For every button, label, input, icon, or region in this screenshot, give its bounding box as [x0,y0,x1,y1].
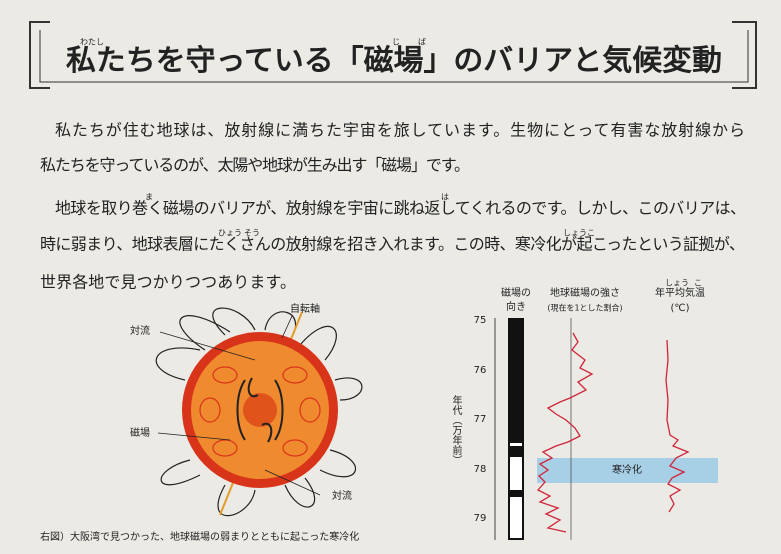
paragraph-line: 時に弱まり、地球表層にたくさんの放射線を招き入れます。この時、寒冷化が起こったと… [40,235,745,254]
furigana: わたし [80,38,104,47]
strength-curve [536,332,594,533]
year-label: 77 [474,414,487,425]
temperature-curve [665,339,690,513]
year-label: 75 [474,315,487,326]
paragraph-line: 私たちを守っているのが、太陽や地球が生み出す「磁場」です。 [40,156,470,175]
earth-figure [155,307,363,517]
year-label: 76 [474,365,487,376]
column-header: (℃) [670,303,689,314]
figure-label: 対流 [130,324,150,337]
furigana: しょうこ [563,229,595,238]
title-frame [29,21,757,89]
furigana: ま [145,193,153,202]
furigana: そう [244,229,260,238]
furigana: ば [418,38,426,47]
column-header: 地球磁場の強さ [550,286,620,299]
paragraph-line: 世界各地で見つかりつつあります。 [40,273,296,292]
column-header: 向き [506,300,526,313]
cold-band [537,458,718,483]
figure-label: 対流 [332,489,352,502]
column-header: 年平均気温 [655,286,705,299]
title-frame-inner [39,30,749,83]
title: 私たちを守っている「磁場」のバリアと気候変動 [66,43,722,77]
furigana: しょう [665,279,689,288]
furigana: ひょう [218,229,242,238]
band-label: 寒冷化 [612,463,642,476]
axis-label: 年代（万年前） [450,394,462,465]
column-header: (現在を1とした割合) [547,303,622,313]
furigana: は [441,193,449,202]
paragraph-line: 地球を取り巻く磁場のバリアが、放射線を宇宙に跳ね返してくれるのです。しかし、この… [55,199,746,218]
furigana: じ [392,38,400,47]
year-label: 79 [474,513,487,524]
figure-label: 自転軸 [290,302,320,315]
polarity-stripes [510,443,522,538]
year-label: 78 [474,464,487,475]
furigana: こ [694,279,702,288]
caption: 右図）大阪湾で見つかった、地球磁場の弱まりとともに起こった寒冷化 [40,530,359,543]
column-header: 磁場の [501,286,531,299]
figure-label: 磁場 [130,426,150,439]
paragraph-line: 私たちが住む地球は、放射線に満ちた宇宙を旅しています。生物にとって有害な放射線か… [55,121,745,140]
